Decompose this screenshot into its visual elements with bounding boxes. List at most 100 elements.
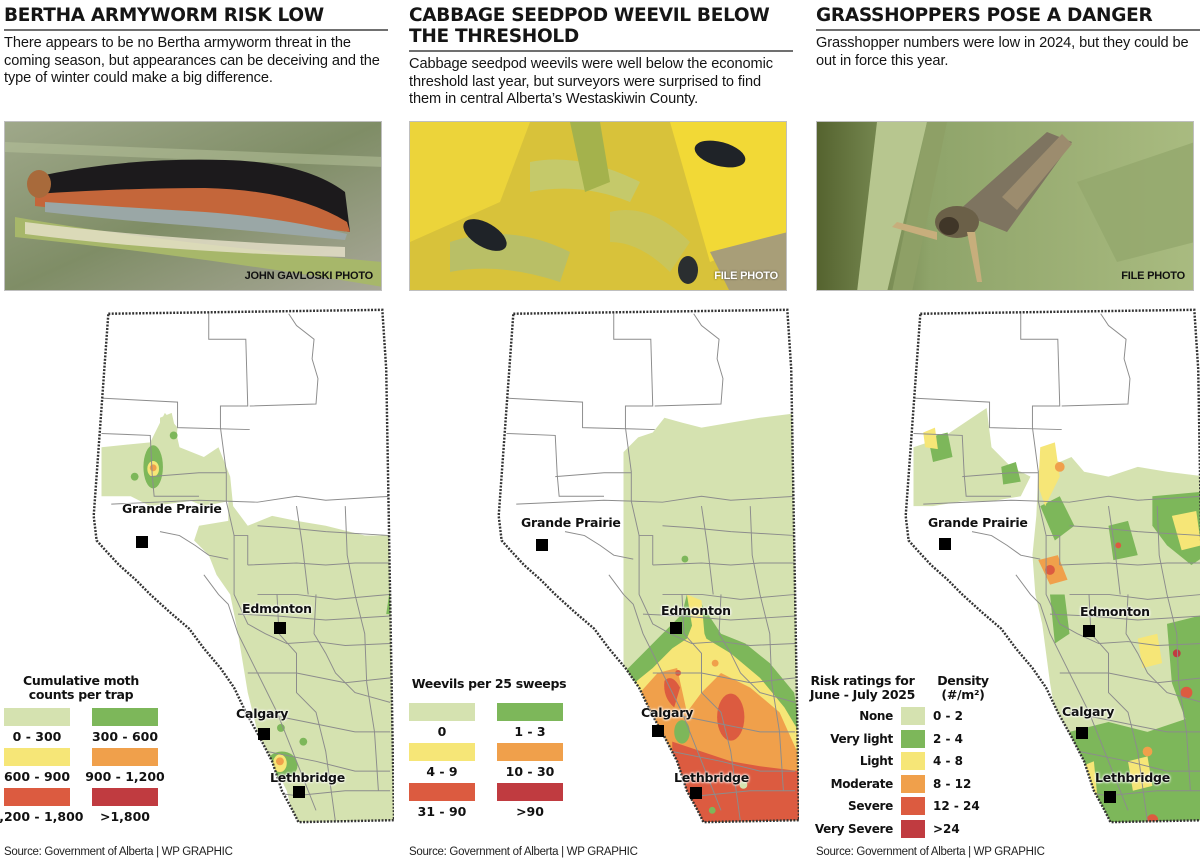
legend-label: 1 - 3 <box>514 724 546 739</box>
risk-title-line2: June - July 2025 <box>809 687 916 702</box>
caterpillar-photo-image <box>5 122 381 290</box>
panel-dek: There appears to be no Bertha armyworm t… <box>4 35 380 86</box>
legend-row: None 0 - 2 <box>792 705 993 728</box>
city-label-grande-prairie: Grande Prairie <box>122 501 222 516</box>
city-label-calgary: Calgary <box>236 706 289 721</box>
density-title-line2: (#/m²) <box>941 687 985 702</box>
alberta-map-bertha: Grande Prairie Edmonton Calgary Lethbrid… <box>0 300 396 830</box>
legend-item: >1,800 <box>92 788 158 828</box>
legend-swatch <box>497 783 563 801</box>
grasshopper-photo: FILE PHOTO <box>816 121 1194 291</box>
grasshoppers-panel: GRASSHOPPERS POSE A DANGER Grasshopper n… <box>810 0 1200 864</box>
alberta-map-graphic <box>904 308 1200 824</box>
density-title: Density (#/m²) <box>933 674 993 702</box>
density-label: 12 - 24 <box>933 799 980 814</box>
legend-swatch <box>901 707 925 726</box>
legend-swatch <box>92 748 158 766</box>
city-marker-edmonton <box>1083 625 1095 637</box>
city-label-edmonton: Edmonton <box>1080 604 1150 619</box>
photo-credit: FILE PHOTO <box>714 270 778 282</box>
legend-row: Very light 2 - 4 <box>792 728 993 751</box>
legend-swatch <box>92 708 158 726</box>
city-label-edmonton: Edmonton <box>242 601 312 616</box>
risk-title-line1: Risk ratings for <box>810 673 915 688</box>
legend-swatch <box>92 788 158 806</box>
legend-item: 900 - 1,200 <box>85 748 165 788</box>
source-credit: Source: Government of Alberta | WP GRAPH… <box>816 846 1045 858</box>
legend-header: Risk ratings for June - July 2025 Densit… <box>792 674 993 702</box>
legend-title: Weevils per 25 sweeps <box>411 676 567 691</box>
city-marker-grande-prairie <box>536 539 548 551</box>
legend-swatch <box>901 819 925 838</box>
legend-label: 0 - 300 <box>12 729 62 744</box>
panel-dek: Grasshopper numbers were low in 2024, bu… <box>816 35 1189 69</box>
legend-label: >90 <box>516 804 544 819</box>
legend-item: 31 - 90 <box>409 783 475 823</box>
legend-items: 0 1 - 3 4 - 9 10 - 30 31 - 90 >90 <box>409 703 569 823</box>
alberta-map-graphic <box>497 308 801 824</box>
legend-swatch <box>4 788 70 806</box>
bertha-armyworm-panel: BERTHA ARMYWORM RISK LOW There appears t… <box>0 0 396 864</box>
legend-rows: None 0 - 2 Very light 2 - 4 Light 4 - 8 Mod… <box>792 705 993 840</box>
legend-row: Very Severe >24 <box>792 818 993 841</box>
legend-item: 10 - 30 <box>497 743 563 783</box>
legend-label: 0 <box>437 724 447 739</box>
legend-item: 300 - 600 <box>92 708 158 748</box>
legend-title: Cumulative moth counts per trap <box>4 674 158 702</box>
city-marker-calgary <box>652 725 664 737</box>
legend-item: 4 - 9 <box>409 743 475 783</box>
legend-swatch <box>4 708 70 726</box>
caterpillar-photo: JOHN GAVLOSKI PHOTO <box>4 121 382 291</box>
legend-swatch <box>901 797 925 816</box>
risk-rating-label: Very light <box>830 731 893 746</box>
legend-items: 0 - 300 300 - 600 600 - 900 900 - 1,200 … <box>0 708 165 828</box>
risk-rating-label: None <box>859 709 893 724</box>
legend-label: 300 - 600 <box>91 729 159 744</box>
city-label-lethbridge: Lethbridge <box>674 770 750 785</box>
legend-label: 31 - 90 <box>417 804 467 819</box>
city-label-lethbridge: Lethbridge <box>1095 770 1171 785</box>
legend-row: Light 4 - 8 <box>792 750 993 773</box>
weevil-photo-image <box>410 122 786 290</box>
legend-item: 600 - 900 <box>4 748 70 788</box>
city-marker-grande-prairie <box>136 536 148 548</box>
city-label-grande-prairie: Grande Prairie <box>521 515 621 530</box>
source-credit: Source: Government of Alberta | WP GRAPH… <box>4 846 233 858</box>
risk-rating-label: Severe <box>848 799 893 814</box>
city-marker-calgary <box>258 728 270 740</box>
city-label-lethbridge: Lethbridge <box>270 770 346 785</box>
density-label: 4 - 8 <box>933 754 964 769</box>
risk-rating-label: Light <box>859 754 893 769</box>
legend-swatch <box>901 774 925 793</box>
legend-item: 0 - 300 <box>4 708 70 748</box>
moth-count-legend: Cumulative moth counts per trap 0 - 300 … <box>0 674 165 828</box>
legend-label: 10 - 30 <box>505 764 555 779</box>
city-marker-calgary <box>1076 727 1088 739</box>
legend-title-line2: counts per trap <box>28 687 134 702</box>
city-marker-lethbridge <box>1104 791 1116 803</box>
panel-headline: GRASSHOPPERS POSE A DANGER <box>816 5 1153 26</box>
legend-row: Moderate 8 - 12 <box>792 773 993 796</box>
weevil-legend: Weevils per 25 sweeps 0 1 - 3 4 - 9 10 -… <box>409 677 569 823</box>
cabbage-seedpod-weevil-panel: CABBAGE SEEDPOD WEEVIL BELOW THE THRESHO… <box>409 0 801 864</box>
legend-item: 1 - 3 <box>497 703 563 743</box>
city-label-calgary: Calgary <box>641 705 694 720</box>
headline-rule <box>4 29 388 31</box>
photo-credit: JOHN GAVLOSKI PHOTO <box>244 270 374 282</box>
legend-swatch <box>497 743 563 761</box>
risk-rating-label: Very Severe <box>814 821 893 836</box>
legend-label: 1,200 - 1,800 <box>0 809 84 824</box>
risk-rating-label: Moderate <box>830 776 894 791</box>
legend-swatch <box>901 729 925 748</box>
legend-label: >1,800 <box>99 809 150 824</box>
panel-dek: Cabbage seedpod weevils were well below … <box>409 56 773 107</box>
legend-swatch <box>409 743 475 761</box>
legend-label: 600 - 900 <box>3 769 71 784</box>
density-label: 8 - 12 <box>933 776 972 791</box>
panel-headline: BERTHA ARMYWORM RISK LOW <box>4 5 324 26</box>
legend-swatch <box>409 703 475 721</box>
headline-rule <box>816 29 1200 31</box>
grasshopper-risk-legend: Risk ratings for June - July 2025 Densit… <box>792 674 993 840</box>
legend-title-line1: Cumulative moth <box>23 673 139 688</box>
city-marker-lethbridge <box>293 786 305 798</box>
